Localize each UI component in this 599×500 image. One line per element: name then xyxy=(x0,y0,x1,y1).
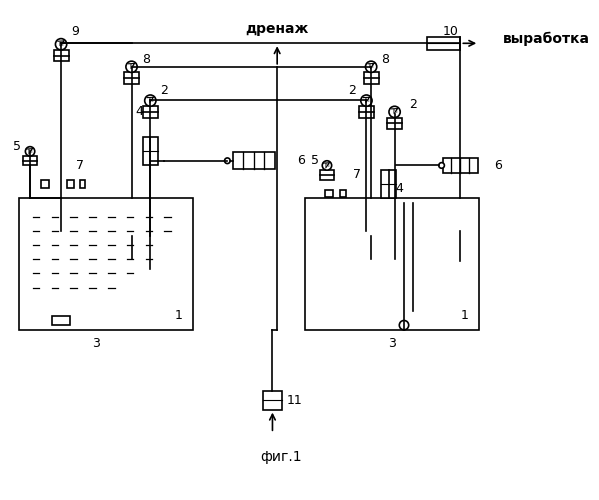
Text: M: M xyxy=(28,149,32,154)
Bar xyxy=(80,180,86,188)
Text: M: M xyxy=(364,98,369,103)
Text: дренаж: дренаж xyxy=(246,22,309,36)
Bar xyxy=(305,198,479,330)
Bar xyxy=(23,156,37,166)
Text: 2: 2 xyxy=(161,84,168,97)
Bar xyxy=(143,106,158,118)
Circle shape xyxy=(145,95,156,106)
Circle shape xyxy=(400,320,409,330)
Bar xyxy=(428,36,461,50)
Bar xyxy=(325,190,332,198)
Circle shape xyxy=(56,38,66,50)
Circle shape xyxy=(126,61,137,72)
Bar xyxy=(340,190,346,198)
Text: 7: 7 xyxy=(353,168,361,181)
Text: 3: 3 xyxy=(388,338,396,350)
Bar xyxy=(53,50,69,61)
Text: фиг.1: фиг.1 xyxy=(260,450,302,464)
Text: 5: 5 xyxy=(13,140,21,153)
Text: 2: 2 xyxy=(349,84,356,97)
Text: 8: 8 xyxy=(141,53,150,66)
Bar xyxy=(143,138,158,166)
Text: 6: 6 xyxy=(297,154,304,167)
Bar xyxy=(52,316,71,325)
Text: 6: 6 xyxy=(494,159,502,172)
Text: 1: 1 xyxy=(461,310,469,322)
Circle shape xyxy=(361,95,372,106)
Text: M: M xyxy=(325,163,329,168)
Text: 8: 8 xyxy=(381,53,389,66)
Text: M: M xyxy=(392,110,397,114)
Text: 5: 5 xyxy=(311,154,319,167)
Text: 9: 9 xyxy=(71,24,79,38)
Text: 4: 4 xyxy=(395,182,403,196)
Bar xyxy=(382,170,397,198)
Text: 7: 7 xyxy=(76,159,84,172)
Text: M: M xyxy=(148,98,153,103)
Text: 1: 1 xyxy=(174,310,183,322)
Bar xyxy=(387,118,402,129)
Circle shape xyxy=(438,162,444,168)
Bar xyxy=(41,180,49,188)
Text: M: M xyxy=(369,64,373,70)
Text: 10: 10 xyxy=(443,24,459,38)
Circle shape xyxy=(225,158,230,164)
Bar xyxy=(320,170,334,179)
Bar xyxy=(66,180,74,188)
Circle shape xyxy=(389,106,400,118)
Circle shape xyxy=(365,61,377,72)
Bar xyxy=(19,198,193,330)
Text: 4: 4 xyxy=(135,106,143,118)
Circle shape xyxy=(25,146,35,156)
Bar xyxy=(359,106,374,118)
Bar xyxy=(443,158,478,173)
Bar xyxy=(124,72,139,84)
Bar xyxy=(263,391,282,409)
Circle shape xyxy=(322,160,332,170)
Bar xyxy=(364,72,379,84)
Bar xyxy=(232,152,275,169)
Text: M: M xyxy=(129,64,134,70)
Text: выработка: выработка xyxy=(503,32,589,46)
Text: M: M xyxy=(59,42,63,46)
Text: 3: 3 xyxy=(92,338,100,350)
Text: 11: 11 xyxy=(286,394,302,407)
Text: 2: 2 xyxy=(410,98,418,111)
